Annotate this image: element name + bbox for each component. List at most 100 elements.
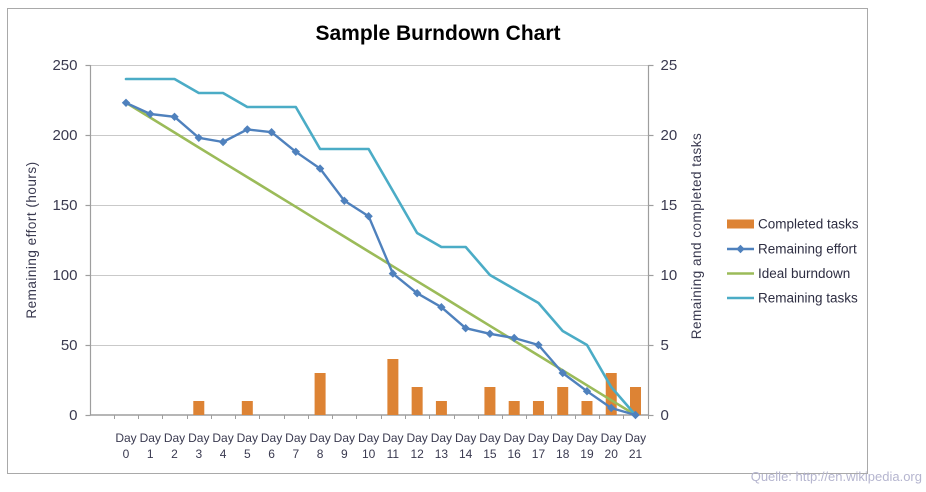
x-axis-day-number: 8	[317, 447, 324, 461]
gridlines-group	[90, 65, 649, 346]
x-axis-day-label: Day	[358, 431, 379, 445]
x-axis-day-label: Day	[188, 431, 209, 445]
marker-day-20	[607, 403, 616, 413]
x-axis-day-label: Day	[552, 431, 573, 445]
legend-label-remaining-tasks: Remaining tasks	[758, 291, 858, 306]
x-axis-day-number: 16	[508, 447, 522, 461]
bar-day-16	[508, 401, 520, 415]
x-axis-day-number: 5	[244, 447, 251, 461]
x-axis-day-number: 21	[629, 447, 643, 461]
x-axis-day-label: Day	[406, 431, 427, 445]
x-axis-day-number: 3	[195, 447, 202, 461]
series-line-ideal-burndown	[124, 101, 637, 417]
series-line-remaining-effort	[124, 101, 637, 417]
marker-day-21	[631, 410, 640, 420]
marker-day-0	[121, 98, 131, 107]
marker-day-12	[412, 289, 422, 298]
marker-day-2	[170, 112, 179, 121]
left-axis-tick-label: 250	[52, 57, 77, 74]
x-axis-day-number: 20	[605, 447, 619, 461]
bar-day-11	[387, 359, 399, 415]
x-axis-day-label: Day	[455, 431, 476, 445]
axes-group	[85, 64, 654, 419]
right-axis-tick-label: 20	[661, 127, 678, 144]
x-axis-day-number: 2	[171, 447, 178, 461]
right-axis-tick-label: 10	[661, 267, 678, 284]
bar-day-12	[411, 387, 423, 415]
x-axis-day-number: 14	[459, 447, 473, 461]
marker-day-18	[558, 368, 567, 378]
x-axis-day-number: 19	[580, 447, 594, 461]
marker-day-16	[509, 333, 519, 343]
right-axis-tick-labels-group: 0 5 10 15 20 25	[661, 57, 678, 424]
x-axis-day-number: 6	[268, 447, 275, 461]
bar-day-3	[193, 401, 205, 415]
x-axis-day-number: 15	[483, 447, 497, 461]
x-axis-day-label: Day	[382, 431, 403, 445]
x-axis-day-number: 1	[147, 447, 154, 461]
x-axis-day-number: 12	[410, 447, 424, 461]
x-axis-day-number: 9	[341, 447, 348, 461]
x-axis-day-number: 18	[556, 447, 570, 461]
bar-day-20	[605, 373, 617, 415]
x-axis-day-number: 10	[362, 447, 376, 461]
right-axis-tick-label: 0	[661, 407, 669, 424]
bar-day-19	[581, 401, 593, 415]
marker-day-8	[315, 164, 325, 173]
x-axis-day-label: Day	[576, 431, 597, 445]
x-axis-labels-group: Day 0 Day 1 Day 2 Day 3 Day 4 Day 5 Day 6 Day 7 Day 8 Day 9…	[115, 431, 646, 461]
left-axis-title: Remaining effort (hours)	[24, 161, 39, 318]
marker-day-11	[388, 269, 398, 278]
bar-day-13	[435, 401, 447, 415]
bar-day-18	[557, 387, 569, 415]
left-axis-tick-label: 100	[52, 267, 77, 284]
marker-day-17	[534, 340, 543, 350]
marker-day-19	[582, 387, 592, 396]
x-axis-day-label: Day	[601, 431, 622, 445]
right-axis-tick-label: 25	[661, 57, 678, 74]
marker-day-9	[340, 196, 349, 205]
x-axis-day-number: 4	[220, 447, 227, 461]
x-axis-day-label: Day	[140, 431, 161, 445]
x-axis-day-label: Day	[309, 431, 330, 445]
legend-label-remaining-effort: Remaining effort	[758, 242, 857, 257]
marker-day-14	[461, 324, 470, 333]
legend: Completed tasks Remaining effort Ideal b…	[727, 217, 859, 306]
legend-swatch-completed-tasks	[727, 219, 754, 229]
x-axis-day-label: Day	[285, 431, 306, 445]
bar-day-8	[314, 373, 326, 415]
source-note: Quelle: http://en.wikipedia.org	[751, 469, 922, 484]
left-axis-tick-labels-group: 0 50 100 150 200 250	[52, 57, 77, 424]
marker-day-6	[267, 128, 276, 137]
marker-day-4	[218, 137, 228, 147]
series-line-remaining-tasks	[124, 77, 637, 417]
legend-swatch-remaining-effort-marker	[736, 244, 745, 254]
x-axis-day-label: Day	[261, 431, 282, 445]
x-axis-day-number: 0	[123, 447, 130, 461]
x-axis-day-label: Day	[212, 431, 233, 445]
marker-day-7	[291, 147, 301, 156]
bar-day-15	[484, 387, 496, 415]
lines-group	[121, 77, 640, 420]
legend-label-ideal-burndown: Ideal burndown	[758, 266, 850, 281]
right-axis-title: Remaining and completed tasks	[689, 133, 704, 340]
chart-frame-border	[7, 8, 868, 474]
x-axis-day-label: Day	[431, 431, 452, 445]
bars-group	[193, 359, 642, 415]
left-axis-tick-label: 0	[69, 407, 77, 424]
marker-day-10	[364, 212, 373, 221]
bar-day-21	[630, 387, 642, 415]
bar-day-5	[241, 401, 253, 415]
x-axis-day-label: Day	[164, 431, 185, 445]
x-axis-day-label: Day	[625, 431, 646, 445]
marker-day-5	[243, 125, 252, 134]
x-axis-day-number: 7	[292, 447, 299, 461]
x-axis-day-number: 13	[435, 447, 449, 461]
bar-day-17	[532, 401, 544, 415]
x-axis-day-label: Day	[528, 431, 549, 445]
left-axis-tick-label: 200	[52, 127, 77, 144]
x-axis-day-number: 17	[532, 447, 546, 461]
left-axis-tick-label: 50	[61, 337, 78, 354]
x-axis-day-number: 11	[387, 447, 400, 461]
